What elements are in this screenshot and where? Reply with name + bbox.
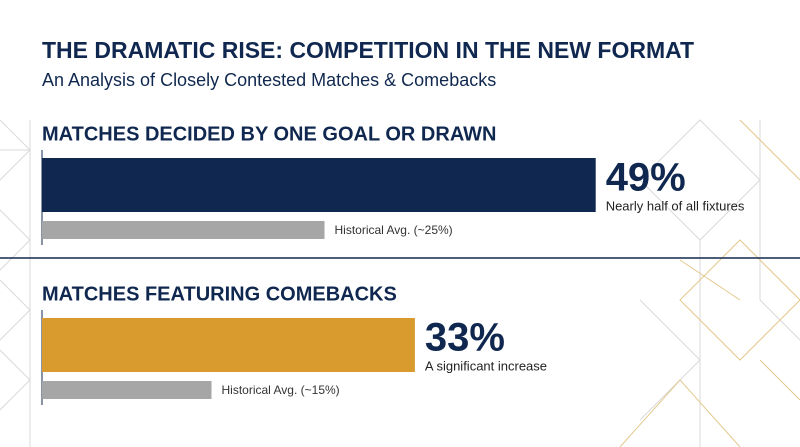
subtitle: An Analysis of Closely Contested Matches…: [42, 70, 496, 90]
section-heading: MATCHES FEATURING COMEBACKS: [42, 283, 397, 305]
bar: [42, 158, 596, 212]
baseline-bar: [42, 221, 325, 239]
baseline-bar: [42, 381, 212, 399]
decoration: [0, 119, 800, 447]
section-heading: MATCHES DECIDED BY ONE GOAL OR DRAWN: [42, 123, 496, 145]
value-note: Nearly half of all fixtures: [606, 198, 745, 213]
value-label: 33%: [425, 316, 505, 360]
title: THE DRAMATIC RISE: COMPETITION IN THE NE…: [42, 37, 694, 63]
baseline-label: Historical Avg. (~25%): [335, 223, 453, 237]
bar: [42, 318, 415, 372]
value-label: 49%: [606, 156, 686, 200]
baseline-label: Historical Avg. (~15%): [222, 383, 340, 397]
value-note: A significant increase: [425, 358, 547, 373]
